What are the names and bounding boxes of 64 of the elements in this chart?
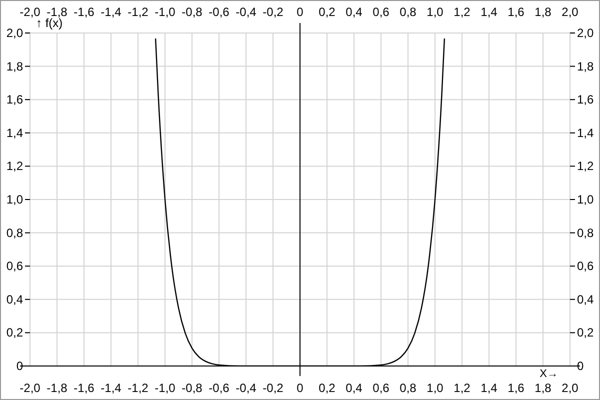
x2-tick-label: -0,6 <box>208 381 230 395</box>
y-axis-title: ↑ f(x) <box>36 16 63 30</box>
x-tick-label: -1,2 <box>128 5 149 19</box>
x2-tick-label: -1,4 <box>100 381 122 395</box>
y-tick-label: 1,8 <box>6 59 24 74</box>
x-tick-label: -1,6 <box>74 5 95 19</box>
x-tick-label: -2,0 <box>20 5 41 19</box>
x-tick-label: -1,8 <box>46 5 68 19</box>
x-tick-label: -1,4 <box>100 5 122 19</box>
x2-tick-label: 0,4 <box>346 381 363 395</box>
x2-tick-label: -1,2 <box>128 381 149 395</box>
y-tick-label: 0,6 <box>6 259 24 274</box>
y2-tick-label: 0,8 <box>577 226 594 240</box>
x-tick-label: -0,4 <box>236 5 257 19</box>
x-tick-label: 0,4 <box>346 5 363 19</box>
y2-tick-label: 1,4 <box>577 126 594 140</box>
x-tick-label: -0,6 <box>208 5 230 19</box>
x2-tick-label: 1,0 <box>426 381 444 395</box>
y2-tick-label: 1,2 <box>577 159 594 174</box>
y2-tick-label: 0,2 <box>577 326 594 340</box>
x2-tick-label: 2,0 <box>562 381 579 395</box>
x-tick-label: -0,2 <box>262 5 284 19</box>
y-tick-label: 1,2 <box>6 159 24 174</box>
y2-tick-label: 0,6 <box>577 259 594 274</box>
x2-tick-label: -0,2 <box>262 381 284 395</box>
y-tick-label: 1,6 <box>6 92 24 107</box>
x-tick-label: 0,8 <box>400 5 417 19</box>
x-tick-label: 0,2 <box>318 5 336 19</box>
x2-tick-label: -0,8 <box>182 381 203 395</box>
x2-tick-label: 0 <box>296 381 304 395</box>
x2-tick-label: 1,8 <box>534 381 552 395</box>
y2-tick-label: 1,8 <box>577 59 594 74</box>
y-tick-label: 0,8 <box>6 226 24 240</box>
x-tick-label: 1,6 <box>508 5 525 19</box>
x-tick-label: 1,8 <box>534 5 552 19</box>
y-tick-label: 1,4 <box>6 126 24 140</box>
x-tick-label: -1,0 <box>154 5 176 19</box>
x2-tick-label: -0,4 <box>236 381 257 395</box>
x2-tick-label: 1,2 <box>454 381 471 395</box>
y2-tick-label: 0,4 <box>577 292 594 306</box>
y2-tick-label: 1,0 <box>577 192 594 206</box>
x-tick-label: 1,0 <box>426 5 444 19</box>
x2-tick-label: 0,2 <box>318 381 336 395</box>
y2-tick-label: 2,0 <box>577 26 594 40</box>
x2-tick-label: 1,6 <box>508 381 525 395</box>
x-axis-title: X→ <box>540 368 558 380</box>
x2-tick-label: 0,6 <box>372 381 390 395</box>
y-tick-label: 0,2 <box>6 326 24 340</box>
x-tick-label: 0,6 <box>372 5 390 19</box>
x-tick-label: 0 <box>296 5 304 19</box>
x2-tick-label: -1,6 <box>74 381 95 395</box>
x2-tick-label: 0,8 <box>400 381 417 395</box>
x-tick-label: 2,0 <box>562 5 579 19</box>
y-tick-label: 2,0 <box>6 26 24 40</box>
x-tick-label: 1,4 <box>480 5 498 19</box>
y-tick-label: 1,0 <box>6 192 24 206</box>
x2-tick-label: 1,4 <box>480 381 498 395</box>
x2-tick-label: -1,0 <box>154 381 176 395</box>
y-tick-label: 0,4 <box>6 292 24 306</box>
x2-tick-label: -1,8 <box>46 381 68 395</box>
x-tick-label: 1,2 <box>454 5 471 19</box>
x-tick-label: -0,8 <box>182 5 203 19</box>
y2-tick-label: 1,6 <box>577 92 594 107</box>
x2-tick-label: -2,0 <box>20 381 41 395</box>
